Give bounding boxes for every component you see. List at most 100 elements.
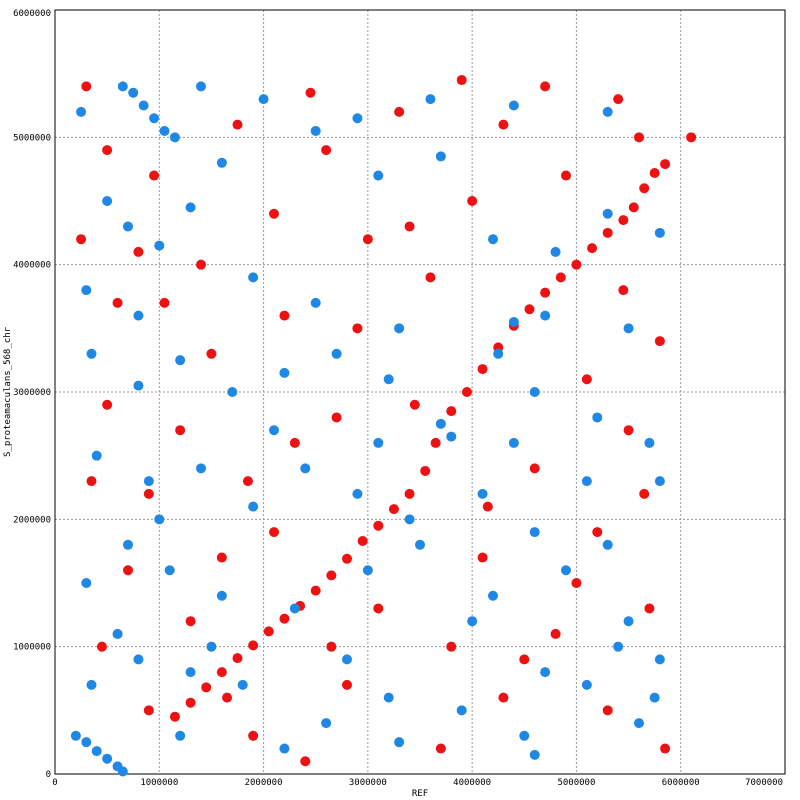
data-point-series-1 — [373, 520, 384, 531]
data-point-series-2 — [352, 113, 363, 124]
data-point-series-1 — [446, 406, 457, 417]
data-point-series-2 — [123, 221, 133, 232]
data-point-series-2 — [540, 667, 551, 678]
data-point-series-1 — [623, 425, 634, 436]
data-point-series-1 — [394, 106, 405, 117]
data-point-series-2 — [592, 412, 603, 423]
data-point-series-2 — [279, 367, 290, 378]
data-point-series-2 — [540, 310, 551, 321]
data-point-series-2 — [425, 94, 436, 105]
data-point-series-1 — [461, 387, 472, 397]
data-point-series-1 — [425, 272, 436, 283]
data-point-series-2 — [508, 100, 519, 111]
data-point-series-1 — [81, 81, 92, 92]
data-point-series-1 — [357, 535, 368, 546]
data-point-series-1 — [133, 246, 144, 257]
data-point-series-1 — [446, 641, 457, 652]
data-point-series-2 — [602, 208, 613, 219]
data-point-series-1 — [660, 159, 671, 170]
data-point-series-1 — [248, 730, 259, 741]
data-point-series-2 — [133, 380, 144, 391]
data-point-series-1 — [581, 374, 592, 385]
data-point-series-2 — [602, 539, 613, 550]
data-point-series-1 — [592, 527, 603, 538]
data-point-series-2 — [654, 654, 665, 665]
data-point-series-1 — [362, 234, 373, 245]
data-point-series-2 — [175, 730, 186, 741]
data-point-series-2 — [123, 539, 133, 550]
data-point-series-2 — [529, 749, 540, 760]
x-tick-label: 6000000 — [662, 778, 700, 788]
data-point-series-1 — [618, 285, 629, 296]
data-point-series-1 — [169, 711, 180, 722]
data-points — [70, 75, 697, 777]
data-point-series-1 — [159, 297, 170, 308]
x-tick-label: 1000000 — [140, 778, 178, 788]
data-point-series-1 — [634, 132, 644, 143]
data-point-series-2 — [154, 240, 165, 251]
data-point-series-1 — [222, 692, 233, 703]
data-point-series-1 — [326, 570, 337, 581]
data-point-series-2 — [613, 641, 624, 652]
data-point-series-1 — [123, 565, 133, 576]
data-point-series-1 — [529, 463, 540, 474]
data-point-series-1 — [404, 488, 415, 499]
data-point-series-1 — [263, 626, 274, 637]
data-point-series-2 — [654, 227, 665, 238]
data-point-series-2 — [467, 616, 478, 627]
data-point-series-1 — [550, 628, 561, 639]
data-point-series-2 — [342, 654, 352, 665]
data-point-series-1 — [112, 297, 123, 308]
data-point-series-2 — [331, 348, 342, 359]
data-point-series-1 — [321, 145, 332, 156]
data-point-series-1 — [477, 364, 488, 375]
data-point-series-2 — [70, 730, 81, 741]
data-point-series-1 — [279, 310, 290, 321]
data-point-series-1 — [143, 705, 154, 716]
data-point-series-2 — [550, 246, 561, 257]
data-point-series-1 — [331, 412, 342, 423]
data-point-series-2 — [529, 387, 540, 397]
y-tick-label: 4000000 — [13, 261, 51, 271]
data-point-series-2 — [216, 590, 227, 601]
y-axis-label: S_proteamaculans_568_chr — [3, 326, 13, 457]
data-point-series-1 — [435, 743, 446, 754]
data-point-series-1 — [102, 145, 113, 156]
data-point-series-2 — [159, 125, 170, 136]
x-tick-label: 0 — [52, 778, 57, 788]
data-point-series-2 — [248, 272, 259, 283]
data-point-series-1 — [269, 527, 279, 538]
data-point-series-1 — [326, 641, 337, 652]
data-point-series-1 — [482, 501, 493, 512]
data-point-series-2 — [321, 718, 332, 729]
data-point-series-1 — [289, 437, 300, 448]
data-point-series-1 — [613, 94, 624, 105]
data-point-series-2 — [91, 746, 102, 757]
data-point-series-2 — [216, 157, 227, 168]
data-point-series-2 — [128, 87, 139, 98]
data-point-series-2 — [196, 81, 206, 92]
data-point-series-1 — [628, 202, 639, 213]
data-point-series-2 — [529, 527, 540, 538]
data-point-series-2 — [227, 387, 238, 397]
data-point-series-2 — [248, 501, 259, 512]
data-point-series-1 — [519, 654, 530, 665]
data-point-series-2 — [149, 113, 160, 124]
data-point-series-1 — [571, 259, 582, 270]
data-point-series-2 — [117, 766, 128, 777]
data-point-series-1 — [149, 170, 160, 181]
data-point-series-1 — [201, 682, 212, 693]
y-tick-label: 5000000 — [13, 133, 51, 143]
data-point-series-2 — [117, 81, 128, 92]
data-point-series-2 — [81, 578, 92, 588]
data-point-series-1 — [175, 425, 186, 436]
data-point-series-2 — [185, 202, 196, 213]
data-point-series-1 — [618, 215, 629, 226]
data-point-series-1 — [540, 287, 551, 298]
data-point-series-2 — [456, 705, 467, 716]
data-point-series-2 — [508, 437, 519, 448]
data-point-series-2 — [383, 692, 394, 703]
data-point-series-2 — [300, 463, 311, 474]
data-point-series-1 — [279, 613, 290, 624]
